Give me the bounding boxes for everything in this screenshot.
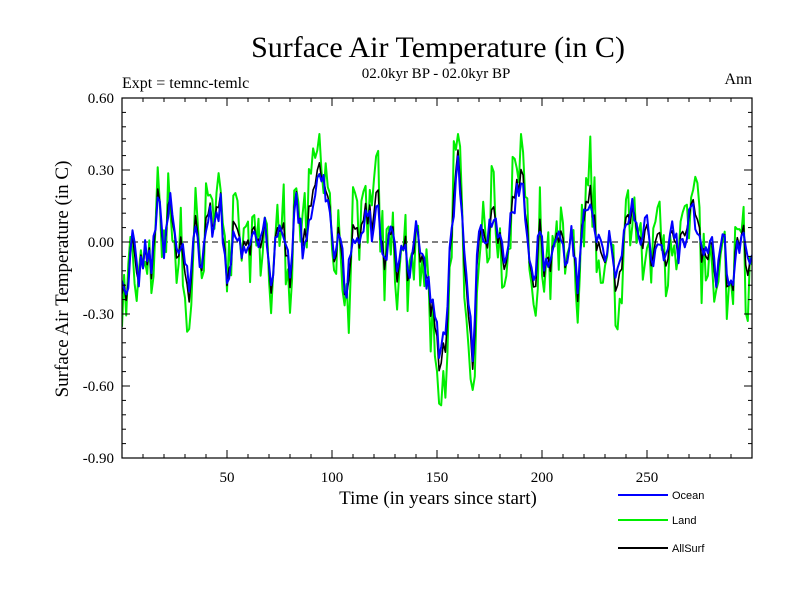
chart-subtitle: 02.0kyr BP - 02.0kyr BP [362,66,511,82]
season-label: Ann [724,71,752,88]
y-tick-label: -0.30 [83,307,114,323]
legend: Ocean Land AllSurf [618,490,705,555]
legend-label-allsurf: AllSurf [672,543,705,555]
y-tick-label: 0.30 [88,163,114,179]
x-axis-label: Time (in years since start) [339,488,537,509]
plot-lines [122,133,752,407]
series-line-ocean [122,155,752,363]
y-tick-label: -0.60 [83,379,114,395]
x-tick-label: 250 [636,470,659,486]
legend-label-ocean: Ocean [672,490,704,502]
series-line-land [122,133,752,407]
experiment-label: Expt = temnc-temlc [122,75,249,92]
x-tick-label: 50 [220,470,235,486]
x-tick-label: 200 [531,470,554,486]
x-tick-label: 150 [426,470,449,486]
y-axis-label: Surface Air Temperature (in C) [52,161,73,398]
y-tick-label: 0.60 [88,91,114,107]
y-tick-label: -0.90 [83,451,114,467]
plot-frame [121,97,753,459]
legend-label-land: Land [672,515,696,527]
y-tick-label: 0.00 [88,235,114,251]
chart-title: Surface Air Temperature (in C) [251,31,625,64]
x-tick-label: 100 [321,470,344,486]
axes: 50 100 150 200 250 0.60 0.30 0.00 -0.30 -0.60 -0.9… [83,91,753,486]
